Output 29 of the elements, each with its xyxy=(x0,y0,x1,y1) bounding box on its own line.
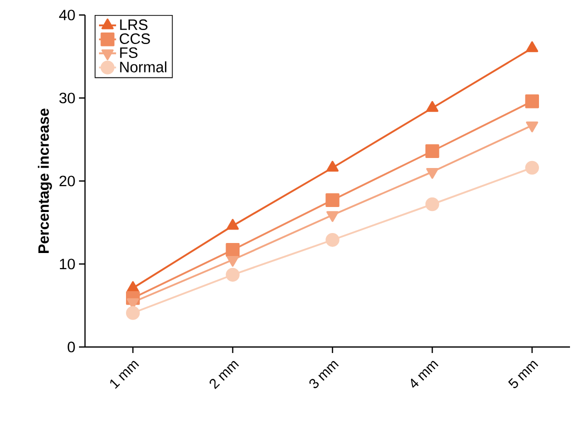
x-tick-label: 3 mm xyxy=(309,361,339,388)
point xyxy=(326,160,339,172)
point xyxy=(425,197,440,212)
point xyxy=(425,144,440,158)
point xyxy=(126,306,140,320)
point xyxy=(326,193,340,207)
legend-label: Normal xyxy=(120,61,166,72)
x-tick-label: 4 mm xyxy=(410,360,438,388)
legend-label: FS xyxy=(120,47,138,58)
y-tick-label: 30 xyxy=(59,92,75,104)
y-tick-label: 40 xyxy=(59,10,75,20)
point xyxy=(426,101,438,112)
y-axis-title: Percentage increase xyxy=(38,108,52,253)
point xyxy=(226,242,240,257)
point xyxy=(226,268,240,282)
y-tick-label: 10 xyxy=(60,258,75,270)
point xyxy=(226,256,239,267)
point xyxy=(525,160,539,175)
point xyxy=(526,41,538,52)
x-tick-label: 5 mm xyxy=(508,360,538,388)
point xyxy=(326,211,339,222)
point xyxy=(525,94,539,108)
y-tick-label: 0 xyxy=(68,342,75,352)
y-tick-label: 20 xyxy=(60,176,75,186)
point xyxy=(326,233,340,247)
x-tick-label: 2 mm xyxy=(210,361,239,390)
legend-label: CCS xyxy=(120,33,150,44)
legend-label: LRS xyxy=(120,19,148,30)
x-tick-label: 1 mm xyxy=(110,360,140,389)
